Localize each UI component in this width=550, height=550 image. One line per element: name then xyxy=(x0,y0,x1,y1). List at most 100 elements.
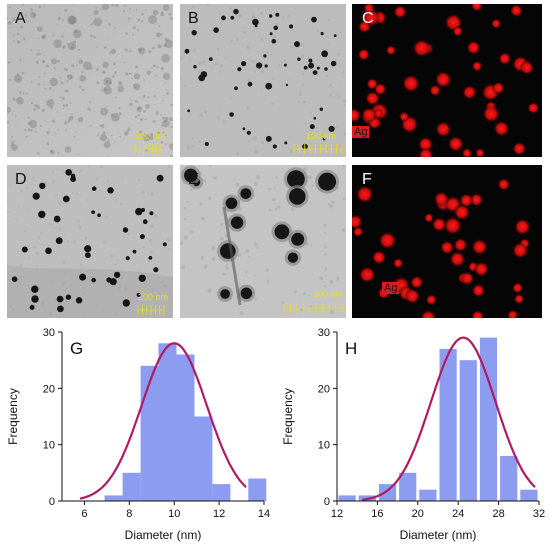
histogram-bar xyxy=(419,489,437,501)
ag-signal-spot xyxy=(358,265,376,284)
nanoparticle xyxy=(333,34,337,38)
nanoparticle xyxy=(136,292,141,297)
x-axis-label: Diameter (nm) xyxy=(125,528,202,542)
nanoparticle xyxy=(316,66,320,70)
nanoparticle xyxy=(162,242,167,247)
tem-panel-a: A 200 nm xyxy=(7,4,173,157)
nanoparticle xyxy=(275,12,280,17)
ag-signal-spot xyxy=(404,288,421,305)
nanoparticle xyxy=(45,247,52,255)
ag-signal-spot xyxy=(401,74,421,93)
nanoparticle xyxy=(204,141,209,147)
nanoparticle xyxy=(285,83,289,87)
nanoparticle xyxy=(319,107,323,111)
histogram-plot: 6 8 10 12 14 0 10 20 30 Diameter (nm) Frequency G xyxy=(6,327,270,542)
histogram-bar xyxy=(520,489,538,501)
ag-signal-spot xyxy=(471,60,483,72)
nanoparticle xyxy=(65,169,72,176)
panel-letter: A xyxy=(15,10,26,27)
nanoparticle xyxy=(184,168,198,183)
nanoparticle xyxy=(29,304,35,310)
x-tick-label: 24 xyxy=(452,508,464,520)
ag-signal-spot xyxy=(392,257,404,269)
y-axis-label: Frequency xyxy=(281,388,295,445)
eds-map-image xyxy=(352,4,542,157)
scale-bar-label: 100 nm xyxy=(306,131,337,141)
histogram-bar xyxy=(194,416,213,501)
nanoparticle xyxy=(289,188,306,205)
nanoparticle xyxy=(246,130,251,135)
nanoparticle xyxy=(38,210,46,219)
nanoparticle xyxy=(21,246,28,253)
nanoparticle xyxy=(230,15,235,20)
y-tick-label: 20 xyxy=(318,383,330,395)
ag-signal-spot xyxy=(458,192,474,208)
nanoparticle xyxy=(56,295,64,303)
ag-signal-spot xyxy=(385,45,397,56)
histogram-bar xyxy=(439,348,457,501)
histogram-bar xyxy=(122,472,141,501)
nanoparticle xyxy=(142,219,148,225)
nanoparticle xyxy=(85,252,91,259)
x-axis-label: Diameter (nm) xyxy=(400,528,477,542)
ag-signal-spot xyxy=(361,106,378,124)
ag-signal-spot xyxy=(357,19,372,34)
ag-signal-spot xyxy=(449,250,466,268)
ag-signal-spot xyxy=(439,240,455,255)
element-label: Ag xyxy=(352,126,370,138)
nanoparticle xyxy=(84,245,92,253)
nanoparticle xyxy=(252,18,259,26)
nanoparticle xyxy=(311,16,317,23)
ag-signal-spot xyxy=(352,107,362,123)
nanoparticle xyxy=(230,216,244,229)
ag-signal-spot xyxy=(378,231,397,250)
ag-signal-spot xyxy=(511,282,524,294)
nanoparticle xyxy=(225,197,238,210)
nanoparticle xyxy=(312,70,318,75)
ag-signal-spot xyxy=(491,81,505,95)
nanoparticle xyxy=(65,294,72,300)
ag-signal-spot xyxy=(497,177,511,191)
nanoparticle xyxy=(91,210,95,215)
ag-signal-spot xyxy=(475,148,486,157)
y-axis-label: Frequency xyxy=(6,388,20,445)
tem-image xyxy=(7,4,173,157)
nanoparticle xyxy=(135,207,143,216)
histogram-g: 6 8 10 12 14 0 10 20 30 Diameter (nm) Frequency G xyxy=(0,322,275,545)
nanoparticle xyxy=(191,30,197,36)
histogram-bar xyxy=(176,354,195,501)
histogram-bar xyxy=(212,484,231,501)
histogram-bar xyxy=(104,495,123,501)
nanoparticle xyxy=(138,274,146,282)
ag-signal-spot xyxy=(482,104,501,124)
eds-panel-c: C Ag xyxy=(352,4,542,157)
histogram-bar xyxy=(399,472,417,501)
nanoparticle xyxy=(265,82,273,90)
nanoparticle xyxy=(106,277,112,283)
panel-letter: D xyxy=(15,171,27,188)
nanoparticle xyxy=(233,8,239,15)
ag-signal-spot xyxy=(434,120,452,138)
nanoparticle xyxy=(308,58,313,63)
nanoparticle xyxy=(156,174,164,182)
nanoparticle xyxy=(107,187,114,194)
ag-signal-spot xyxy=(498,51,512,66)
nanoparticle xyxy=(79,273,87,281)
nanoparticle xyxy=(241,61,247,67)
nanoparticle xyxy=(274,224,290,240)
ag-signal-spot xyxy=(513,218,532,236)
ag-signal-spot xyxy=(363,4,375,15)
nanoparticle xyxy=(271,38,277,44)
nanoparticle xyxy=(125,256,130,261)
y-tick-label: 10 xyxy=(43,440,55,452)
ag-signal-spot xyxy=(519,60,535,76)
nanoparticle xyxy=(240,188,252,199)
scale-bar-label: 200 nm xyxy=(135,131,166,141)
tem-image xyxy=(180,165,346,318)
ag-signal-spot xyxy=(412,38,432,58)
ag-signal-spot xyxy=(493,120,510,137)
panel-letter: G xyxy=(70,339,83,358)
histogram-bar xyxy=(459,360,477,501)
nanoparticle xyxy=(264,64,268,68)
tem-image xyxy=(180,4,346,157)
